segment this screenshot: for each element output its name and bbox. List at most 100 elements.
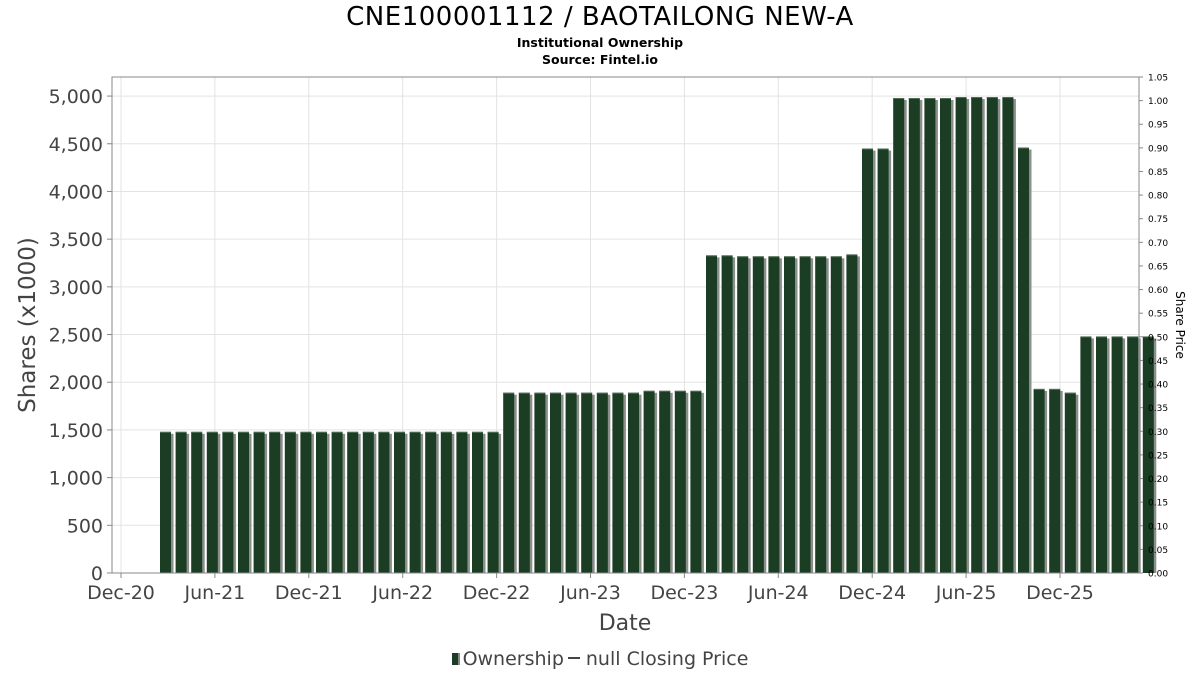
ownership-bar [300, 431, 312, 573]
legend: Ownership null Closing Price [0, 648, 1200, 670]
x-tick-label: Dec-23 [650, 582, 718, 604]
ownership-bar [955, 97, 967, 574]
ownership-bar [565, 392, 577, 573]
ownership-bar [986, 97, 998, 574]
ownership-bar [1127, 336, 1139, 573]
ownership-bar [222, 431, 234, 573]
ownership-bar [596, 392, 608, 573]
ownership-bar [1002, 97, 1014, 574]
ownership-bar [284, 431, 296, 573]
ownership-bar [908, 97, 920, 573]
x-tick-label: Jun-22 [371, 582, 433, 604]
ownership-bar [394, 431, 405, 573]
ownership-bar [768, 256, 780, 573]
ownership-bar [862, 148, 873, 574]
ownership-bar [1142, 336, 1154, 573]
ownership-bar [893, 97, 905, 573]
ownership-bar [425, 431, 437, 573]
y2-tick-label: 0.45 [1148, 357, 1168, 367]
chart-title: CNE100001112 / BAOTAILONG NEW-A [346, 2, 854, 32]
y-tick-label: 5,000 [49, 86, 103, 108]
ownership-bar [799, 256, 811, 573]
y2-tick-label: 0.55 [1148, 310, 1168, 320]
ownership-bar [1080, 336, 1092, 573]
ownership-bar [409, 431, 421, 573]
y-tick-label: 2,500 [49, 325, 103, 347]
ownership-bar [518, 392, 530, 573]
y2-tick-label: 0.05 [1148, 546, 1168, 556]
ownership-bar [846, 254, 858, 573]
y2-tick-label: 0.85 [1148, 168, 1168, 178]
y2-tick-label: 0.40 [1148, 381, 1168, 391]
ownership-bar [924, 97, 936, 573]
ownership-bar [534, 392, 546, 573]
chart-subtitle: Institutional Ownership [516, 35, 684, 50]
ownership-bar [238, 431, 249, 573]
x-tick-label: Jun-21 [184, 582, 246, 604]
y2-tick-label: 0.20 [1148, 475, 1168, 485]
ownership-bar [690, 390, 702, 573]
ownership-bar [331, 431, 343, 573]
ownership-bar [940, 97, 951, 573]
y2-tick-label: 0.15 [1148, 499, 1168, 509]
ownership-bar [659, 390, 671, 573]
ownership-bar [378, 431, 390, 573]
ownership-bar [487, 431, 499, 573]
ownership-bar [191, 431, 203, 573]
ownership-bar [316, 431, 327, 573]
ownership-bar [160, 431, 171, 573]
x-axis: Dec-20 Jun-21 Dec-21 Jun-22 Dec-22 Jun-23 Dec-… [87, 573, 1094, 604]
y-axis: 0 500 1,000 1,500 2,000 2,500 3,000 3,500 4,000 4… [49, 86, 112, 585]
ownership-bar [581, 392, 593, 573]
y2-tick-label: 1.05 [1148, 74, 1168, 84]
y-tick-label: 3,500 [49, 229, 103, 251]
ownership-bar [1111, 336, 1123, 573]
ownership-bar [503, 392, 515, 573]
y-tick-label: 2,000 [49, 372, 103, 394]
y2-tick-label: 0.95 [1148, 121, 1168, 131]
legend-ownership-label: Ownership [462, 648, 564, 670]
ownership-bar [752, 256, 764, 573]
x-tick-label: Jun-23 [559, 582, 621, 604]
ownership-bar [269, 431, 281, 573]
ownership-bar [347, 431, 359, 573]
ownership-bar [1064, 392, 1076, 573]
ownership-bar [877, 148, 889, 574]
y-tick-label: 0 [91, 563, 103, 585]
y2-tick-label: 0.75 [1148, 215, 1168, 225]
ownership-bar [472, 431, 483, 573]
ownership-bar [612, 392, 624, 573]
y2-tick-label: 0.30 [1148, 428, 1168, 438]
ownership-bar [737, 256, 749, 573]
ownership-bar [1018, 147, 1029, 574]
y2-tick-label: 0.60 [1148, 286, 1168, 296]
y2-tick-label: 0.70 [1148, 239, 1168, 249]
y2-axis-label: Share Price [1173, 291, 1187, 359]
y2-tick-label: 0.65 [1148, 262, 1168, 272]
x-axis-label: Date [599, 611, 652, 636]
ownership-bars [160, 97, 1157, 574]
ownership-bar [206, 431, 218, 573]
ownership-bar [721, 255, 733, 573]
ownership-bar [1049, 388, 1061, 573]
y2-tick-label: 0.10 [1148, 522, 1168, 532]
ownership-bar [674, 390, 686, 573]
y2-tick-label: 0.80 [1148, 192, 1168, 202]
ownership-bar [456, 431, 468, 573]
price-line-swatch [567, 657, 580, 659]
ownership-swatch [451, 653, 460, 665]
plot-frame [111, 76, 1140, 574]
y2-tick-label: 0.25 [1148, 451, 1168, 461]
y-tick-label: 3,000 [49, 277, 103, 299]
ownership-bar [815, 256, 827, 573]
ownership-bar [253, 431, 265, 573]
x-tick-label: Dec-21 [275, 582, 343, 604]
ownership-bar [440, 431, 452, 573]
ownership-bar [175, 431, 187, 573]
ownership-bar [1033, 388, 1045, 573]
ownership-bar [362, 431, 374, 573]
y-axis-label: Shares (x1000) [15, 237, 41, 413]
y-tick-label: 4,000 [49, 181, 103, 203]
x-tick-label: Dec-25 [1026, 582, 1094, 604]
